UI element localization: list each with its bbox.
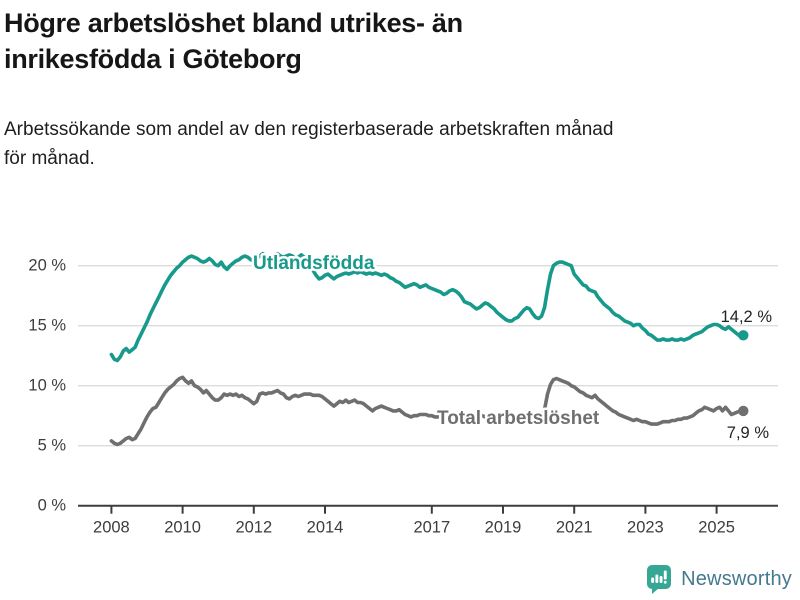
x-tick-label: 2012 (235, 519, 272, 537)
x-tick-label: 2008 (93, 519, 130, 537)
series-label-total-arbetsloshet: Total arbetslöshet (437, 408, 600, 429)
x-tick-label: 2023 (627, 519, 664, 537)
newsworthy-logo-icon (647, 565, 672, 594)
x-tick-label: 2017 (413, 519, 450, 537)
chart-title: Högre arbetslöshet bland utrikes- än inr… (4, 6, 704, 77)
x-tick-label: 2019 (485, 519, 522, 537)
series-label-utlandsfodda: Utlandsfödda (253, 253, 375, 274)
chart-subtitle: Arbetssökande som andel av den registerb… (4, 116, 784, 173)
chart-title-line2: inrikesfödda i Göteborg (4, 43, 302, 74)
y-tick-label: 0 % (38, 497, 67, 515)
y-tick-label: 5 % (38, 437, 67, 455)
series-line-utlandsfodda (109, 251, 746, 363)
x-tick-label: 2014 (307, 519, 344, 537)
chart-subtitle-line1: Arbetssökande som andel av den registerb… (4, 119, 614, 140)
brand-name: Newsworthy (681, 567, 792, 590)
y-tick-label: 10 % (28, 377, 66, 395)
series-line-total-arbetsloshet (109, 375, 746, 447)
end-value-annotation-utlandsfodda: 14,2 % (721, 308, 773, 326)
end-value-annotation-total-arbetsloshet: 7,9 % (727, 424, 770, 442)
y-tick-label: 15 % (28, 317, 66, 335)
chart-title-line1: Högre arbetslöshet bland utrikes- än (4, 8, 463, 38)
chart-subtitle-line2: för månad. (4, 147, 95, 169)
series-end-dot-utlandsfodda (738, 330, 749, 341)
x-tick-label: 2021 (556, 519, 593, 537)
series-end-dot-total-arbetsloshet (738, 405, 749, 417)
x-tick-label: 2010 (164, 519, 201, 537)
brand-footer: Newsworthy (646, 564, 792, 594)
x-tick-label: 2025 (698, 519, 735, 537)
y-tick-label: 20 % (28, 257, 66, 275)
